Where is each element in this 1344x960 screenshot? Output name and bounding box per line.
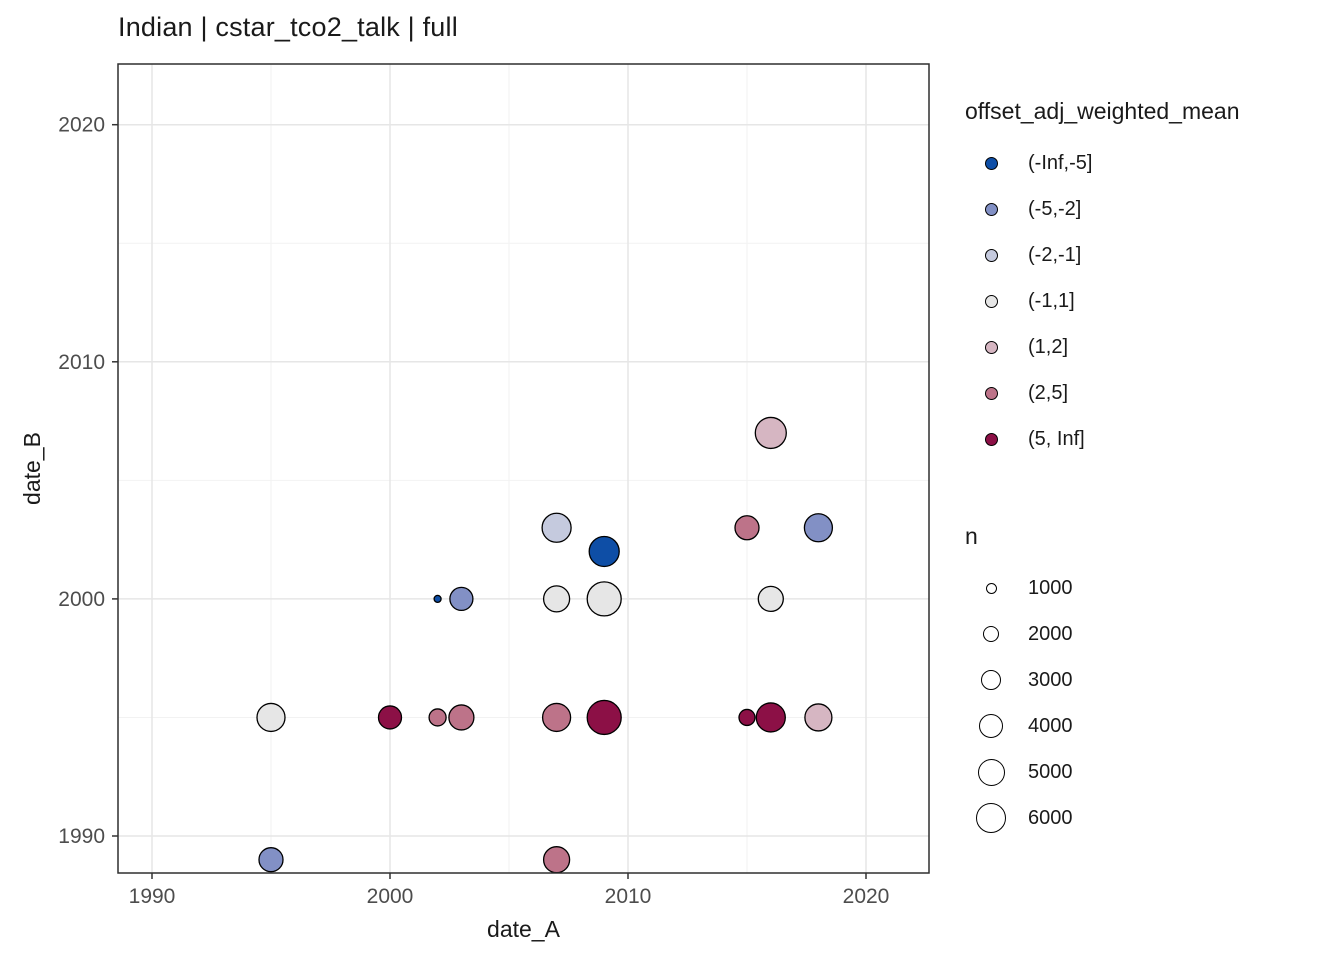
legend-key-box bbox=[965, 202, 1017, 216]
size-legend-label: 4000 bbox=[1028, 714, 1073, 737]
legend-size-circle-icon bbox=[977, 758, 1005, 786]
legend-size-circle-icon bbox=[980, 669, 1002, 691]
legend-color-swatch-icon bbox=[984, 156, 998, 170]
size-legend-entry: 4000 bbox=[965, 703, 1335, 749]
data-point bbox=[448, 704, 475, 731]
x-axis-tick-label: 2010 bbox=[605, 885, 652, 908]
color-legend-label: (5, Inf] bbox=[1028, 427, 1085, 450]
color-legend-entry: (1,2] bbox=[965, 324, 1335, 370]
legend-key-box bbox=[965, 669, 1017, 691]
color-legend-entry: (-Inf,-5] bbox=[965, 140, 1335, 186]
data-point bbox=[542, 846, 571, 874]
size-legend-entry: 1000 bbox=[965, 565, 1335, 611]
x-axis-tick-label: 2000 bbox=[367, 885, 414, 908]
data-point bbox=[755, 702, 786, 733]
legend-key-box bbox=[965, 803, 1017, 833]
x-axis-title: date_A bbox=[487, 916, 561, 942]
legend-color-swatch-icon bbox=[984, 202, 998, 216]
size-legend-entry: 2000 bbox=[965, 611, 1335, 657]
color-legend-entry: (-5,-2] bbox=[965, 186, 1335, 232]
legend-key-box bbox=[965, 625, 1017, 643]
legend-color-swatch-icon bbox=[984, 294, 998, 308]
color-legend-label: (-5,-2] bbox=[1028, 197, 1082, 220]
legend-size-circle-icon bbox=[985, 582, 997, 594]
chart-title: Indian | cstar_tco2_talk | full bbox=[118, 12, 458, 42]
data-point bbox=[449, 586, 474, 612]
color-legend-entry: (5, Inf] bbox=[965, 416, 1335, 462]
y-axis-tick-label: 2000 bbox=[58, 588, 105, 611]
color-legend-entry: (-2,-1] bbox=[965, 232, 1335, 278]
data-point bbox=[757, 585, 784, 613]
legend-size-circle-icon bbox=[982, 625, 1000, 643]
size-legend-label: 2000 bbox=[1028, 622, 1073, 645]
data-point bbox=[541, 702, 572, 733]
color-legend: (-Inf,-5] (-5,-2] (-2,-1] (-1,1] (1,2] (2,5] (… bbox=[965, 140, 1335, 462]
legend-color-swatch-icon bbox=[984, 340, 998, 354]
x-axis-tick-label: 2020 bbox=[843, 885, 890, 908]
size-legend-label: 1000 bbox=[1028, 576, 1073, 599]
data-point bbox=[734, 515, 760, 541]
data-point bbox=[256, 702, 286, 733]
panel-background bbox=[118, 64, 929, 873]
size-legend-title: n bbox=[965, 523, 978, 549]
color-legend-label: (2,5] bbox=[1028, 381, 1069, 404]
size-legend-entry: 6000 bbox=[965, 795, 1335, 841]
size-legend-label: 3000 bbox=[1028, 668, 1073, 691]
color-legend-label: (1,2] bbox=[1028, 335, 1069, 358]
legend-key-box bbox=[965, 156, 1017, 170]
legend-size-circle-icon bbox=[979, 714, 1003, 738]
color-legend-label: (-2,-1] bbox=[1028, 243, 1082, 266]
y-axis-tick-label: 2020 bbox=[58, 114, 105, 137]
data-point bbox=[377, 705, 403, 730]
data-point bbox=[258, 847, 284, 873]
color-legend-label: (-Inf,-5] bbox=[1028, 151, 1093, 174]
y-axis-tick-label: 2010 bbox=[58, 351, 105, 374]
color-legend-label: (-1,1] bbox=[1028, 289, 1075, 312]
size-legend-entry: 5000 bbox=[965, 749, 1335, 795]
color-legend-entry: (2,5] bbox=[965, 370, 1335, 416]
color-legend-title: offset_adj_weighted_mean bbox=[965, 98, 1240, 124]
size-legend-label: 6000 bbox=[1028, 806, 1073, 829]
legend-color-swatch-icon bbox=[984, 386, 998, 400]
legend-key-box bbox=[965, 758, 1017, 786]
data-point bbox=[738, 708, 756, 727]
y-axis-tick-label: 1990 bbox=[58, 825, 105, 848]
legend-size-circle-icon bbox=[976, 803, 1006, 833]
legend-key-box bbox=[965, 294, 1017, 308]
legend-key-box bbox=[965, 248, 1017, 262]
data-point bbox=[803, 513, 834, 543]
legend-key-box bbox=[965, 340, 1017, 354]
x-axis-tick-label: 1990 bbox=[129, 885, 176, 908]
size-legend: 1000 2000 3000 4000 5000 6000 bbox=[965, 565, 1335, 841]
size-legend-entry: 3000 bbox=[965, 657, 1335, 703]
data-point bbox=[586, 699, 622, 736]
legend-key-box bbox=[965, 582, 1017, 594]
panel-border bbox=[117, 63, 930, 874]
legend-color-swatch-icon bbox=[984, 432, 998, 446]
color-legend-entry: (-1,1] bbox=[965, 278, 1335, 324]
data-point bbox=[542, 585, 571, 613]
data-point bbox=[586, 581, 622, 617]
data-point bbox=[804, 703, 833, 732]
y-axis-title: date_B bbox=[19, 432, 45, 505]
legend-color-swatch-icon bbox=[984, 248, 998, 262]
data-point bbox=[433, 594, 442, 604]
data-point bbox=[541, 512, 572, 543]
data-point bbox=[428, 708, 447, 727]
legend-key-box bbox=[965, 432, 1017, 446]
data-point bbox=[754, 416, 787, 450]
legend-key-box bbox=[965, 714, 1017, 738]
size-legend-label: 5000 bbox=[1028, 760, 1073, 783]
legend-key-box bbox=[965, 386, 1017, 400]
data-point bbox=[588, 535, 620, 568]
